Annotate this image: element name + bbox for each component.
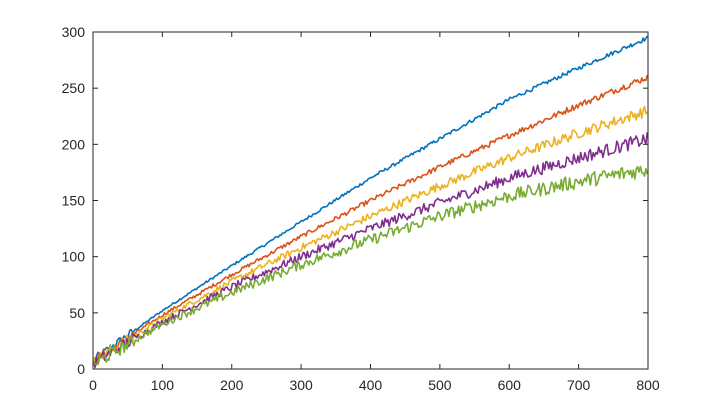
y-tick-label: 100 — [62, 249, 86, 265]
x-tick-label: 800 — [636, 377, 660, 393]
plot-area-background — [93, 32, 648, 369]
x-tick-label: 300 — [289, 377, 313, 393]
x-tick-label: 400 — [359, 377, 383, 393]
series-line-5 — [93, 165, 649, 366]
x-tick-label: 0 — [89, 377, 97, 393]
x-tick-label: 700 — [567, 377, 591, 393]
y-tick-label: 150 — [62, 193, 86, 209]
axes-layer: 0 100 200 300 400 500 600 700 800 0 50 100 150 200 250… — [62, 24, 660, 393]
x-tick-label: 600 — [498, 377, 522, 393]
series-line-1 — [93, 35, 648, 361]
y-tick-label: 300 — [62, 24, 86, 40]
series-line-3 — [92, 105, 648, 366]
x-tick-label: 200 — [220, 377, 244, 393]
y-tick-label: 50 — [69, 305, 85, 321]
series-line-4 — [92, 132, 649, 369]
series-layer — [92, 35, 649, 369]
y-tick-label: 200 — [62, 136, 86, 152]
x-tick-label: 100 — [151, 377, 175, 393]
y-tick-label: 0 — [77, 361, 85, 377]
x-tick-label: 500 — [428, 377, 452, 393]
y-tick-label: 250 — [62, 80, 86, 96]
series-line-2 — [92, 74, 649, 364]
